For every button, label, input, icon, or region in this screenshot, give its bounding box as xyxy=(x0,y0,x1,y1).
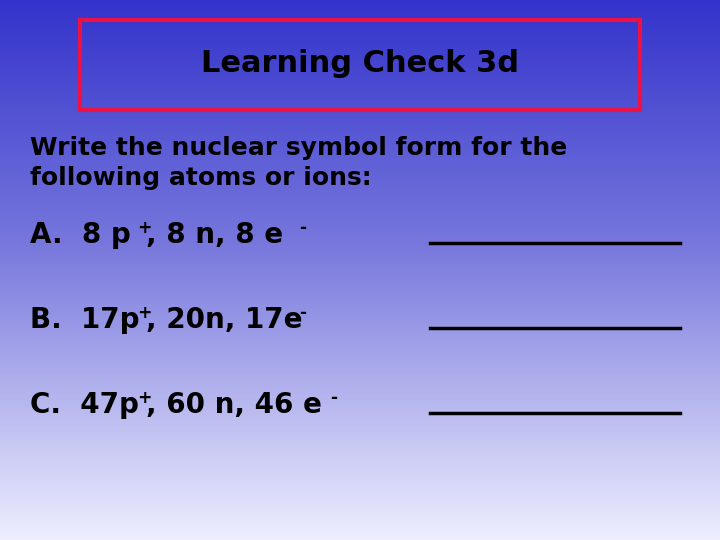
Text: , 20n, 17e: , 20n, 17e xyxy=(146,306,303,334)
Text: Write the nuclear symbol form for the: Write the nuclear symbol form for the xyxy=(30,136,567,160)
Text: -: - xyxy=(300,304,306,322)
Text: -: - xyxy=(330,389,337,407)
Text: following atoms or ions:: following atoms or ions: xyxy=(30,166,372,190)
Text: , 8 n, 8 e: , 8 n, 8 e xyxy=(146,221,284,249)
Text: +: + xyxy=(137,219,151,237)
Text: A.  8 p: A. 8 p xyxy=(30,221,131,249)
Text: +: + xyxy=(137,304,151,322)
Text: -: - xyxy=(300,219,306,237)
Text: Learning Check 3d: Learning Check 3d xyxy=(201,49,519,78)
Text: B.  17p: B. 17p xyxy=(30,306,140,334)
Text: +: + xyxy=(137,389,151,407)
Text: , 60 n, 46 e: , 60 n, 46 e xyxy=(146,391,323,419)
Text: C.  47p: C. 47p xyxy=(30,391,139,419)
